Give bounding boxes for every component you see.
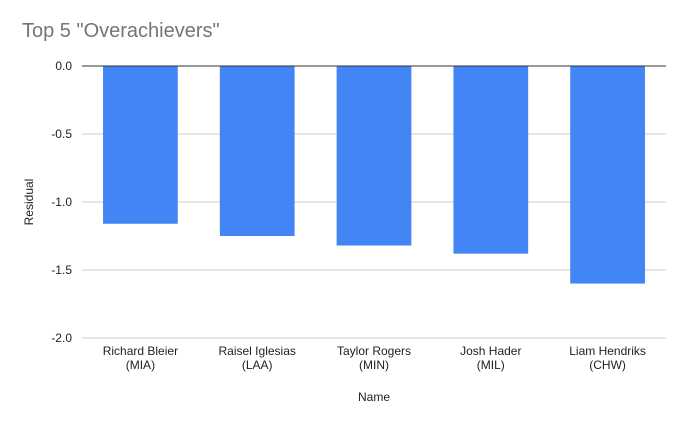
y-axis-title: Residual [22,179,36,226]
x-tick-label: Liam Hendriks [569,344,646,358]
x-tick-label: Raisel Iglesias [219,344,296,358]
bar [103,66,178,224]
x-axis-title: Name [358,390,390,404]
bar [570,66,645,284]
y-tick-label: -1.5 [51,263,72,277]
bar [453,66,529,254]
y-tick-label: -2.0 [51,331,72,345]
bar [336,66,412,246]
y-tick-label: 0.0 [55,59,72,73]
y-tick-label: -1.0 [51,195,72,209]
x-tick-label: Richard Bleier [103,344,178,358]
x-tick-label: (CHW) [589,358,626,372]
x-tick-label: (MIA) [126,358,155,372]
x-tick-label: Taylor Rogers [337,344,411,358]
bar [219,66,295,236]
y-tick-label: -0.5 [51,127,72,141]
x-tick-label: (MIL) [477,358,505,372]
x-tick-label: Josh Hader [460,344,521,358]
x-tick-label: (MIN) [359,358,389,372]
chart-title: Top 5 "Overachievers" [22,20,220,42]
x-tick-label: (LAA) [242,358,273,372]
